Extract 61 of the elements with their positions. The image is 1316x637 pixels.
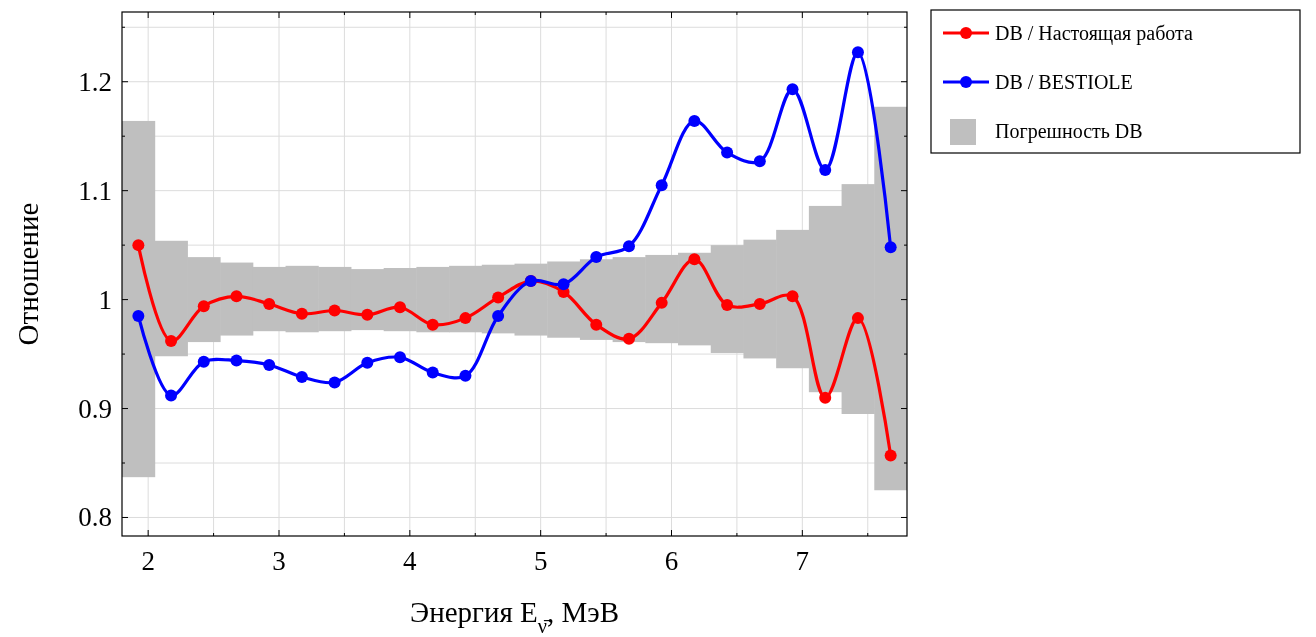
point [753, 155, 766, 168]
point [197, 355, 210, 368]
point [459, 369, 472, 382]
point [426, 318, 439, 331]
y-tick-label: 1.1 [78, 175, 112, 206]
point [721, 299, 734, 312]
point [230, 354, 243, 367]
point [361, 356, 374, 369]
point [263, 358, 276, 371]
point [328, 376, 341, 389]
point [426, 366, 439, 379]
point [851, 312, 864, 325]
x-tick-label: 6 [664, 546, 679, 576]
x-axis-title: Энергия E$_{ν̄}$, МэВ [409, 596, 620, 637]
point [786, 83, 799, 96]
point [590, 318, 603, 331]
point [492, 309, 505, 322]
x-tick-label: 5 [533, 546, 548, 576]
y-tick-label: 1 [98, 284, 112, 315]
point [590, 251, 603, 264]
point [459, 312, 472, 325]
x-tick-label: 3 [272, 546, 286, 576]
point [165, 389, 178, 402]
point [851, 46, 864, 59]
point [295, 307, 308, 320]
legend-label: Погрешность DB [995, 120, 1143, 143]
point [819, 391, 832, 404]
x-tick-label: 4 [403, 546, 418, 576]
point [786, 290, 799, 303]
point [622, 332, 635, 345]
point [263, 297, 276, 310]
point [884, 241, 897, 254]
point [230, 290, 243, 303]
legend-label: DB / Настоящая работа [995, 22, 1194, 45]
legend-label: DB / BESTIOLE [995, 71, 1133, 93]
point [132, 239, 145, 252]
point [721, 146, 734, 159]
point [688, 114, 701, 127]
point [132, 309, 145, 322]
point [557, 278, 570, 291]
point [197, 300, 210, 313]
point [753, 297, 766, 310]
y-axis-title: Отношение [12, 202, 44, 346]
point [884, 449, 897, 462]
point [622, 240, 635, 253]
point [394, 351, 407, 364]
y-tick-label: 0.9 [78, 393, 112, 424]
point [492, 291, 505, 304]
point [655, 179, 668, 192]
point [819, 163, 832, 176]
point [295, 370, 308, 383]
point [165, 335, 178, 347]
point [655, 296, 668, 309]
point [361, 308, 374, 321]
y-tick-label: 0.8 [78, 502, 112, 533]
y-tick-label: 1.2 [78, 66, 112, 97]
point [328, 304, 341, 317]
point [688, 253, 701, 266]
point [394, 301, 407, 314]
x-tick-label: 2 [141, 546, 155, 576]
x-tick-label: 7 [795, 546, 810, 576]
